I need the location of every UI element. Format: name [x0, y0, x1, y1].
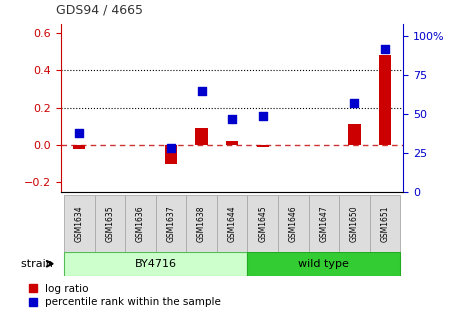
FancyBboxPatch shape [186, 195, 217, 252]
Text: GSM1644: GSM1644 [227, 205, 237, 242]
Bar [348, 124, 361, 145]
Text: GSM1646: GSM1646 [289, 205, 298, 242]
FancyBboxPatch shape [370, 195, 400, 252]
Text: GSM1638: GSM1638 [197, 205, 206, 242]
Bar [379, 55, 391, 145]
Text: GSM1651: GSM1651 [380, 205, 389, 242]
FancyBboxPatch shape [248, 195, 278, 252]
Text: GSM1636: GSM1636 [136, 205, 145, 242]
FancyBboxPatch shape [64, 195, 95, 252]
FancyBboxPatch shape [125, 195, 156, 252]
Text: GSM1645: GSM1645 [258, 205, 267, 242]
Point [259, 113, 266, 118]
Point [351, 100, 358, 106]
Point [76, 130, 83, 135]
Point [167, 145, 175, 151]
FancyBboxPatch shape [278, 195, 309, 252]
FancyBboxPatch shape [156, 195, 186, 252]
FancyBboxPatch shape [64, 252, 248, 276]
Bar [226, 141, 238, 145]
Bar [257, 145, 269, 147]
Text: GSM1637: GSM1637 [166, 205, 175, 242]
FancyBboxPatch shape [95, 195, 125, 252]
Point [381, 46, 389, 51]
Text: GSM1647: GSM1647 [319, 205, 328, 242]
FancyBboxPatch shape [248, 252, 400, 276]
Text: wild type: wild type [298, 259, 349, 269]
Bar [165, 145, 177, 164]
FancyBboxPatch shape [309, 195, 339, 252]
FancyBboxPatch shape [217, 195, 248, 252]
Text: BY4716: BY4716 [135, 259, 177, 269]
Bar [73, 145, 85, 149]
FancyBboxPatch shape [339, 195, 370, 252]
Point [228, 116, 236, 121]
Text: GSM1635: GSM1635 [106, 205, 114, 242]
Bar [196, 128, 208, 145]
Text: GSM1650: GSM1650 [350, 205, 359, 242]
Text: GSM1634: GSM1634 [75, 205, 84, 242]
Point [198, 88, 205, 93]
Text: GDS94 / 4665: GDS94 / 4665 [56, 4, 144, 17]
Text: strain: strain [21, 259, 56, 269]
Legend: log ratio, percentile rank within the sample: log ratio, percentile rank within the sa… [29, 284, 221, 307]
